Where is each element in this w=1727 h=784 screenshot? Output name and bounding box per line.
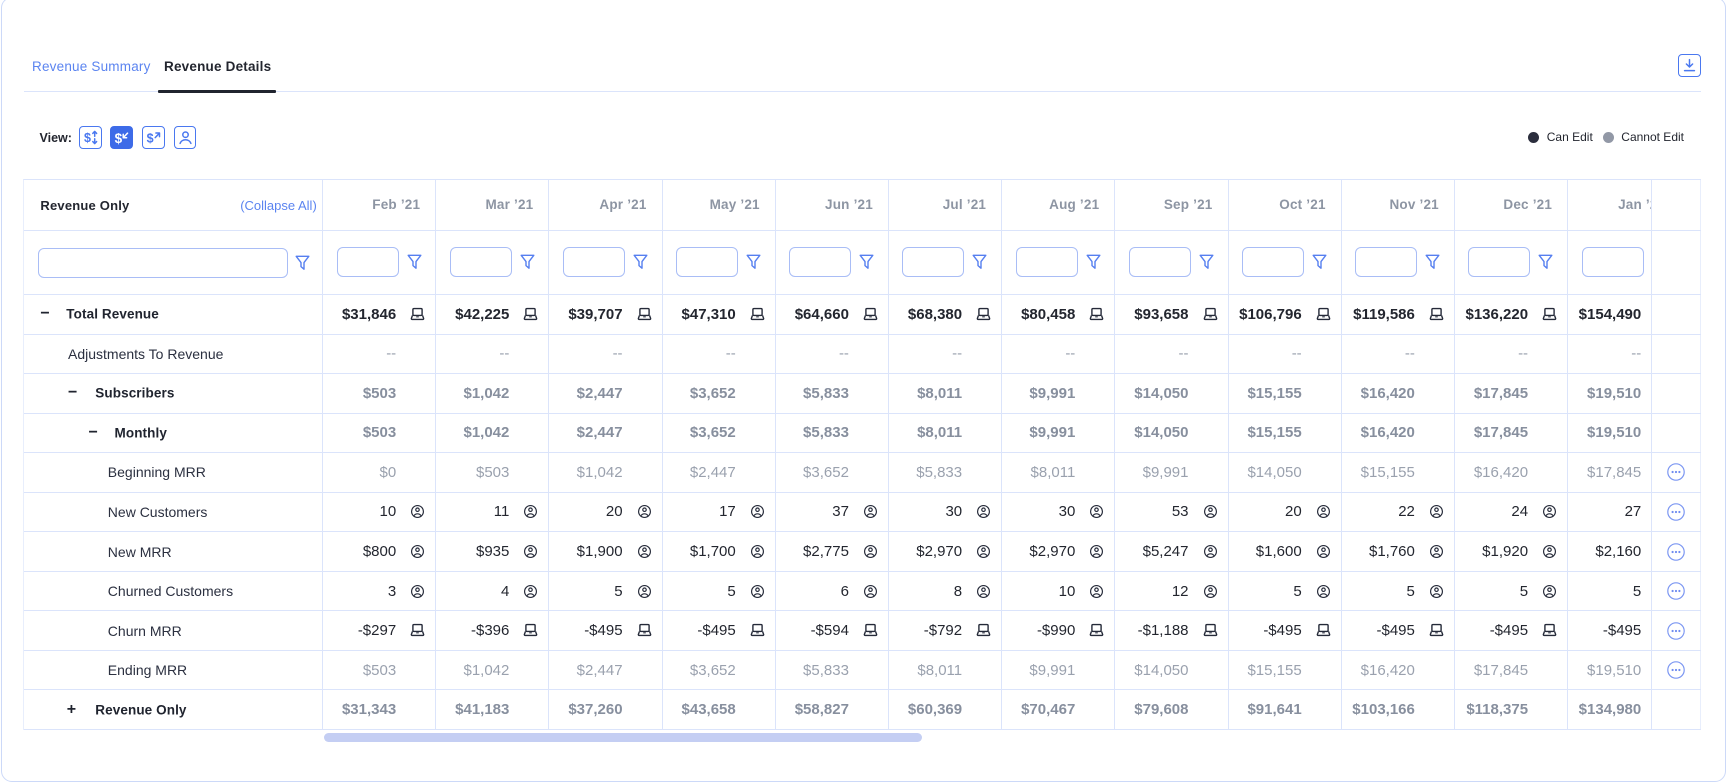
svg-text:$: $	[84, 131, 91, 145]
svg-text:$: $	[147, 131, 154, 145]
svg-text:$: $	[115, 131, 123, 146]
